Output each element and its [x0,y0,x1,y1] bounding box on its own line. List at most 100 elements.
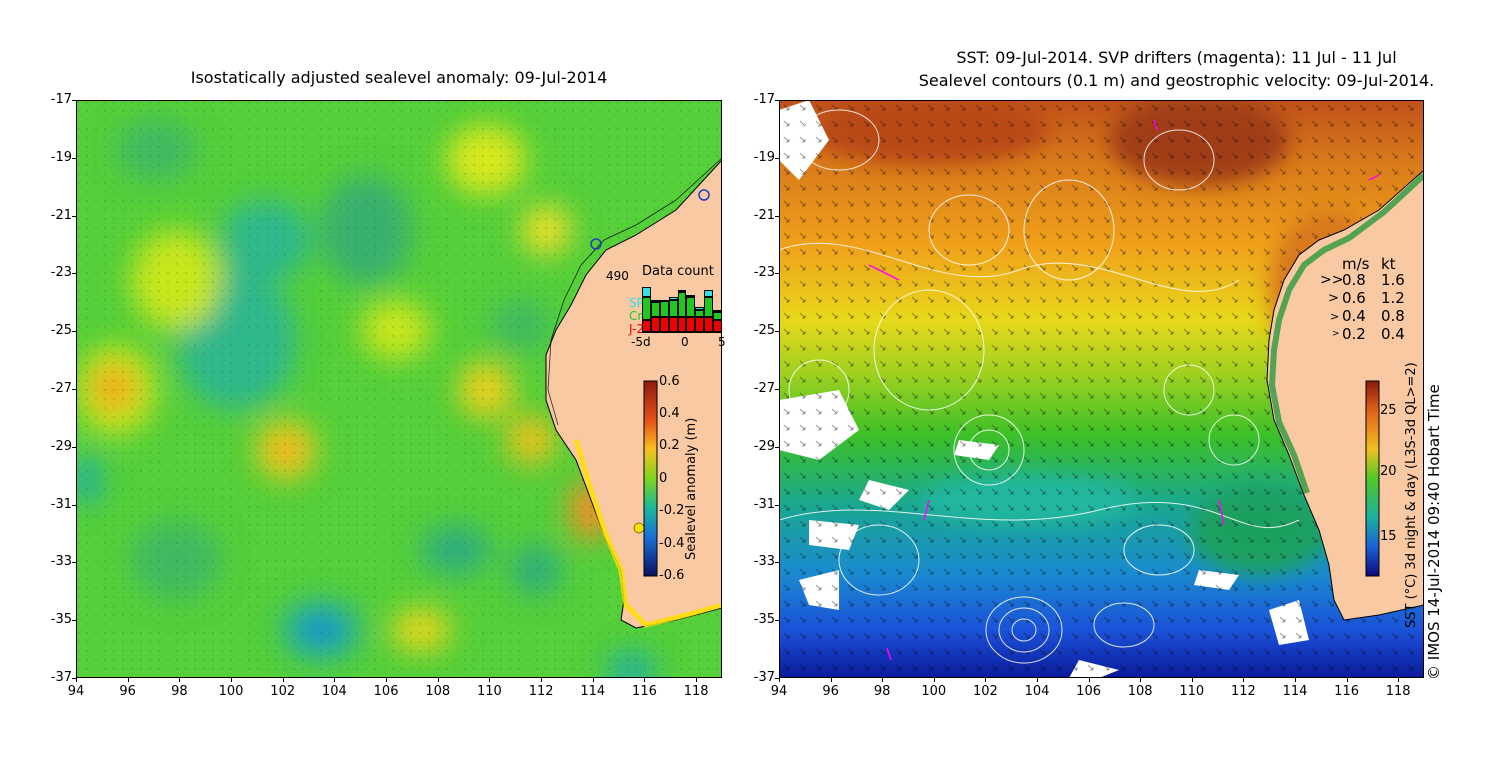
y-tick-label: -35 [50,612,72,628]
speed-ms: 0.4 [1342,307,1366,325]
x-tick-mark [1140,678,1142,682]
x-tick-label: 110 [1179,684,1205,699]
x-tick-label: 116 [1334,684,1359,699]
speed-arrow-icon: > [1328,291,1339,306]
y-tick-label: -19 [50,149,72,165]
data-count-bar-segment [695,309,705,317]
right-panel-title: SST: 09-Jul-2014. SVP drifters (magenta)… [755,46,1500,92]
speed-arrow-icon: > [1330,310,1340,323]
data-count-axis [642,332,722,333]
speed-kt: 0.8 [1381,307,1405,325]
y-tick-label: -19 [753,149,775,165]
y-tick-mark [775,504,779,506]
sealevel-anomaly-map[interactable] [76,100,722,678]
x-tick-mark [882,678,884,682]
x-tick-mark [644,678,646,682]
x-tick-label: 108 [425,684,451,699]
data-count-bar-segment [642,287,651,297]
x-tick-mark [1037,678,1038,682]
sst-cb-tick: 25 [1380,403,1397,418]
x-tick-mark [830,678,832,682]
y-tick-label: -21 [753,207,775,223]
x-tick-mark [1243,678,1245,682]
sst-cb-tick: 15 [1380,529,1397,544]
x-tick-label: 114 [580,684,606,699]
right-title-line1: SST: 09-Jul-2014. SVP drifters (magenta)… [956,48,1397,67]
data-count-bar-segment [642,297,651,320]
speed-arrow-icon: > [1332,329,1340,339]
anomaly-colorbar-label: Sealevel anomaly (m) [684,417,699,560]
cb-tick: -0.2 [659,503,685,518]
y-tick-label: -33 [753,554,775,570]
x-tick-mark [592,678,594,682]
data-count-bar-segment [659,299,669,317]
y-tick-mark [72,504,76,506]
tide-gauge-marker [633,522,645,534]
x-tick-mark [437,678,439,682]
x-tick-mark [779,678,780,682]
y-tick-mark [775,678,779,679]
speed-ms: 0.6 [1342,289,1366,307]
cb-tick: -0.4 [659,536,685,551]
sst-cb-tick: 20 [1380,464,1397,479]
coastal-warm-strip [1268,172,1424,494]
data-count-bar-segment [650,299,660,302]
y-tick-label: -23 [753,265,775,281]
x-tick-label: 112 [528,684,554,699]
y-tick-mark [72,157,76,159]
y-tick-label: -27 [50,381,72,396]
sealevel-contours [779,109,1300,664]
x-tick-mark [489,678,491,682]
data-count-bar-segment [668,297,678,300]
tide-gauge-marker [698,189,710,201]
x-tick-mark [541,678,543,682]
data-count-bar-segment [686,297,696,317]
x-tick-label: 116 [632,684,657,699]
speed-kt: 1.2 [1381,289,1405,307]
cb-tick: 0.2 [659,438,680,453]
x-tick-mark [985,678,987,682]
y-tick-label: -31 [753,496,775,512]
data-count-bar-segment [713,309,722,312]
x-tick-label: 112 [1230,684,1256,699]
data-count-bars [642,282,722,333]
tide-gauge-marker [590,238,602,250]
y-tick-label: -31 [50,496,72,512]
x-tick-label: 106 [1076,684,1101,699]
x-tick-mark [1088,678,1090,682]
x-tick-label: 104 [321,684,347,699]
x-tick-mark [386,678,388,682]
data-count-title: Data count [642,264,714,279]
x-tick-mark [282,678,284,682]
svp-drifter-tracks [868,119,1380,661]
data-count-bar-segment [659,299,669,302]
y-tick-label: -29 [753,438,775,454]
land-mass [546,100,722,678]
copyright-notice: © IMOS 14-Jul-2014 09:40 Hobart Time [1425,384,1443,680]
y-tick-mark [775,273,779,275]
y-tick-mark [775,215,779,217]
data-count-bar-segment [695,307,705,310]
data-count-axis-mid: 0 [681,335,689,349]
x-tick-mark [1346,678,1348,682]
data-count-bar-segment [677,292,687,317]
data-count-bar-segment [668,317,678,332]
y-tick-label: -21 [50,207,72,223]
cb-tick: -0.6 [659,568,685,583]
data-count-bar-segment [713,312,722,320]
y-tick-mark [775,157,779,159]
y-tick-label: -35 [753,612,775,628]
y-tick-label: -33 [50,554,72,570]
x-tick-mark [127,678,129,682]
x-tick-label: 98 [873,684,891,699]
sst-map[interactable] [779,100,1424,678]
data-count-bar-segment [668,299,678,317]
x-tick-label: 102 [270,684,296,699]
x-tick-label: 100 [921,684,947,699]
data-count-bar-segment [650,317,660,332]
x-tick-mark [334,678,336,682]
coastline [1266,169,1424,621]
x-tick-label: 104 [1024,684,1050,699]
y-tick-label: -27 [753,381,775,396]
y-tick-mark [72,389,76,390]
